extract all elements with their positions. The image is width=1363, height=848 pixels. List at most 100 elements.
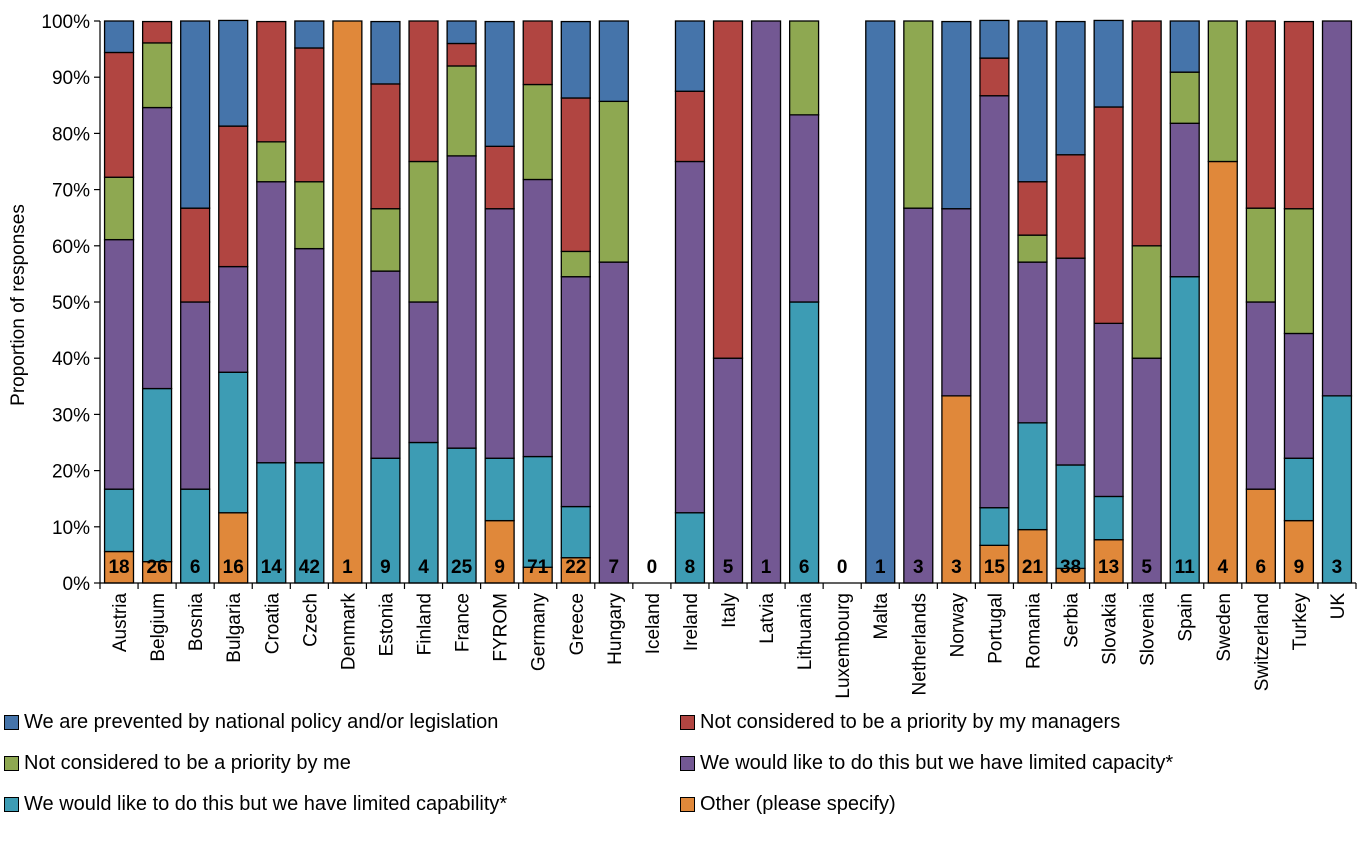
bar-segment <box>712 357 744 584</box>
bar-segment <box>294 20 325 49</box>
bar-segment <box>1169 20 1200 73</box>
bar-segment <box>789 114 820 303</box>
x-tick-label: Serbia <box>1062 593 1083 648</box>
bar-segment <box>141 106 173 390</box>
bar-segment <box>1245 207 1276 303</box>
bar-segment <box>408 160 439 303</box>
x-tick-label: Lithuania <box>795 593 816 671</box>
sample-size-label: 71 <box>527 557 549 578</box>
bar-segment <box>560 505 591 559</box>
y-tick-label: 80% <box>52 124 90 145</box>
sample-size-label: 22 <box>565 557 586 578</box>
bar-segment <box>1093 106 1124 325</box>
x-tick-label: Bosnia <box>186 593 207 652</box>
sample-size-label: 0 <box>837 557 848 578</box>
bar-segment <box>1093 19 1124 108</box>
bar-segment <box>1017 20 1048 183</box>
x-tick-label: Switzerland <box>1252 593 1273 691</box>
sample-size-label: 1 <box>342 557 353 578</box>
sample-size-label: 25 <box>451 557 473 578</box>
bar-segment <box>1055 257 1086 466</box>
bar-segment <box>903 207 934 584</box>
bar-segment <box>446 447 477 584</box>
x-tick-label: France <box>453 593 474 652</box>
sample-size-label: 6 <box>190 557 201 578</box>
bar-segment <box>1017 261 1048 424</box>
bar-segment <box>103 176 135 241</box>
y-tick-label: 20% <box>52 462 90 483</box>
bar-segment <box>1017 528 1048 584</box>
x-tick-label: Denmark <box>338 593 359 671</box>
bar-segment <box>560 250 591 278</box>
sample-size-label: 9 <box>380 557 391 578</box>
bar-segment <box>1093 322 1124 498</box>
sample-size-label: 6 <box>1256 557 1267 578</box>
sample-size-label: 14 <box>261 557 283 578</box>
bar-segment <box>941 208 972 397</box>
bar-segment <box>1017 422 1048 531</box>
sample-size-label: 3 <box>913 557 924 578</box>
bar-segment <box>1131 245 1162 359</box>
y-tick-label: 40% <box>52 349 90 370</box>
bar-segment <box>1283 457 1315 522</box>
bar-segment <box>1207 20 1238 163</box>
bar-segment <box>1093 495 1124 541</box>
bar-segment <box>789 20 820 116</box>
bar-segment <box>1169 71 1200 124</box>
bar-segment <box>484 20 515 147</box>
bar-segment <box>256 181 287 464</box>
x-tick-label: Iceland <box>643 593 664 654</box>
x-tick-label: Slovenia <box>1138 593 1159 666</box>
bar-segment <box>979 95 1010 509</box>
bar-segment <box>1245 301 1276 490</box>
x-tick-label: Finland <box>415 593 436 655</box>
y-tick-label: 10% <box>52 518 90 539</box>
sample-size-label: 4 <box>1218 557 1229 578</box>
bar-segment <box>370 208 401 272</box>
bar-segment <box>979 57 1010 97</box>
bar-segment <box>370 270 401 459</box>
x-tick-label: Czech <box>300 593 321 647</box>
bar-segment <box>446 65 477 157</box>
sample-size-label: 9 <box>494 557 505 578</box>
bar-segment <box>1169 276 1200 584</box>
x-tick-label: Ireland <box>681 593 702 651</box>
x-tick-label: Norway <box>947 593 968 658</box>
bar-segment <box>1283 20 1315 210</box>
bar-segment <box>560 20 591 99</box>
bar-segment <box>941 395 972 584</box>
x-tick-label: Turkey <box>1290 593 1311 651</box>
x-tick-label: Malta <box>871 593 892 640</box>
bar-segment <box>712 20 744 359</box>
bar-segment <box>408 301 439 444</box>
sample-size-label: 13 <box>1098 557 1119 578</box>
sample-size-label: 15 <box>984 557 1006 578</box>
sample-size-label: 21 <box>1022 557 1044 578</box>
labels-group: 18 26 6 16 14 42 1 9 4 25 9 71 22 7 0 8 5 1 6 0 1 3 3 15 21 38 13 5… <box>108 557 1342 578</box>
sample-size-label: 0 <box>647 557 658 578</box>
x-tick-label: Romania <box>1023 593 1044 669</box>
sample-size-label: 16 <box>223 557 244 578</box>
bar-segment <box>979 507 1010 546</box>
bar-segment <box>218 125 249 268</box>
bar-segment <box>294 247 325 464</box>
bar-segment <box>865 20 896 584</box>
bar-segment <box>1055 20 1086 156</box>
sample-size-label: 5 <box>1141 557 1152 578</box>
y-tick-label: 70% <box>52 181 90 202</box>
bar-segment <box>789 301 820 584</box>
bar-segment <box>484 457 515 522</box>
bar-segment <box>484 519 515 584</box>
bar-segment <box>446 42 477 67</box>
bar-segment <box>446 155 477 449</box>
sample-size-label: 5 <box>723 557 734 578</box>
bar-segment <box>1245 488 1276 584</box>
y-tick-label: 0% <box>63 574 91 595</box>
x-tick-label: Germany <box>529 593 550 672</box>
bar-segment <box>294 47 325 183</box>
y-tick-label: 100% <box>41 12 90 33</box>
bar-segment <box>370 83 401 210</box>
x-tick-label: Belgium <box>148 593 169 662</box>
x-tick-label: Portugal <box>985 593 1006 664</box>
